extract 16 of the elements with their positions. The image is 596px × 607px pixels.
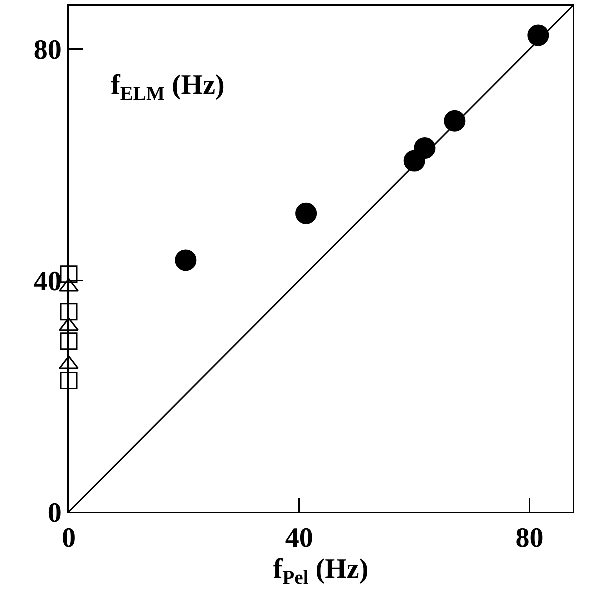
point (60, 266, 78, 284)
x-tick-label: 80 (516, 523, 544, 554)
y-tick-label: 80 (34, 35, 62, 66)
point (528, 24, 550, 46)
point (60, 332, 78, 350)
y-tick-label: 0 (48, 498, 62, 529)
point (414, 138, 436, 159)
y-axis-title: f$_{ELM}$ (Hz) (111, 70, 225, 105)
point (60, 303, 78, 321)
x-axis-title: f$_{Pel}$ (Hz) (273, 554, 369, 589)
point (60, 372, 78, 390)
y-tick-label: 40 (34, 266, 62, 298)
point (296, 202, 318, 224)
point (175, 250, 197, 272)
point (444, 110, 466, 132)
x-tick-label: 40 (285, 523, 314, 554)
